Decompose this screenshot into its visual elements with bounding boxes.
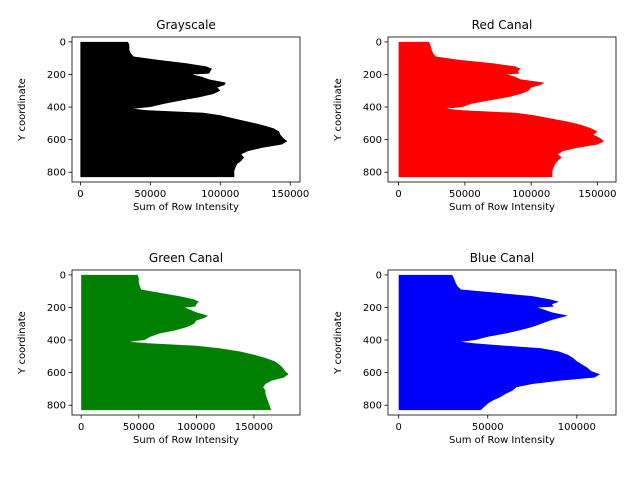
y-tick-label: 600: [47, 368, 66, 379]
axes-frame: [71, 36, 301, 183]
y-tick-label: 200: [363, 303, 382, 314]
y-tick-label: 0: [60, 37, 66, 48]
y-tick-label: 800: [363, 168, 382, 179]
y-tick-label: 200: [47, 70, 66, 81]
x-axis-label: Sum of Row Intensity: [133, 435, 239, 446]
x-tick-label: 0: [77, 189, 83, 200]
x-tick-label: 100000: [512, 189, 550, 200]
x-tick-label: 50000: [134, 189, 166, 200]
x-tick-label: 0: [78, 422, 84, 433]
y-tick-label: 400: [47, 336, 66, 347]
x-tick-label: 50000: [449, 189, 481, 200]
y-tick-label: 800: [363, 401, 382, 412]
series-area: [81, 274, 289, 411]
y-tick-label: 600: [363, 135, 382, 146]
y-axis-label: Y coordinate: [333, 311, 344, 375]
y-tick-label: 800: [47, 168, 66, 179]
subplot-green-canal: 0 50000 100000 150000 0 200 400 600 800 Green Can…: [17, 251, 301, 446]
subplot-title: Green Canal: [149, 251, 223, 265]
y-tick-label: 400: [47, 103, 66, 114]
y-tick-label: 0: [376, 37, 382, 48]
x-tick-label: 100000: [201, 189, 239, 200]
y-tick-label: 0: [60, 270, 66, 281]
y-tick-label: 400: [363, 103, 382, 114]
y-tick-label: 800: [47, 401, 66, 412]
x-axis-label: Sum of Row Intensity: [133, 202, 239, 213]
y-axis-label: Y coordinate: [17, 78, 28, 142]
x-tick-label: 100000: [558, 422, 596, 433]
x-tick-label: 0: [396, 422, 402, 433]
x-tick-label: 150000: [578, 189, 616, 200]
x-axis-label: Sum of Row Intensity: [449, 435, 555, 446]
subplot-grayscale: 0 50000 100000 150000 0 200 400 600 800 Grayscale…: [17, 18, 309, 213]
axes-frame: [387, 36, 617, 183]
axes-frame: [387, 269, 617, 416]
series-area: [398, 41, 605, 178]
subplot-title: Grayscale: [156, 18, 216, 32]
subplot-red-canal: 0 50000 100000 150000 0 200 400 600 800 Red Canal…: [333, 18, 617, 213]
y-axis-label: Y coordinate: [17, 311, 28, 375]
x-tick-label: 50000: [123, 422, 155, 433]
y-tick-label: 200: [47, 303, 66, 314]
x-axis-label: Sum of Row Intensity: [449, 202, 555, 213]
subplot-title: Blue Canal: [470, 251, 534, 265]
y-tick-label: 400: [363, 336, 382, 347]
x-tick-label: 0: [395, 189, 401, 200]
x-tick-label: 150000: [235, 422, 273, 433]
y-tick-label: 0: [376, 270, 382, 281]
x-tick-label: 100000: [177, 422, 215, 433]
y-axis-label: Y coordinate: [333, 78, 344, 142]
axes-frame: [71, 269, 301, 416]
series-area: [80, 41, 288, 178]
y-tick-label: 600: [47, 135, 66, 146]
subplot-title: Red Canal: [472, 18, 533, 32]
y-tick-label: 200: [363, 70, 382, 81]
x-tick-label: 50000: [472, 422, 504, 433]
x-tick-label: 150000: [271, 189, 309, 200]
subplot-blue-canal: 0 50000 100000 0 200 400 600 800 Blue Canal Sum o…: [333, 251, 617, 446]
series-area: [398, 274, 600, 411]
y-tick-label: 600: [363, 368, 382, 379]
